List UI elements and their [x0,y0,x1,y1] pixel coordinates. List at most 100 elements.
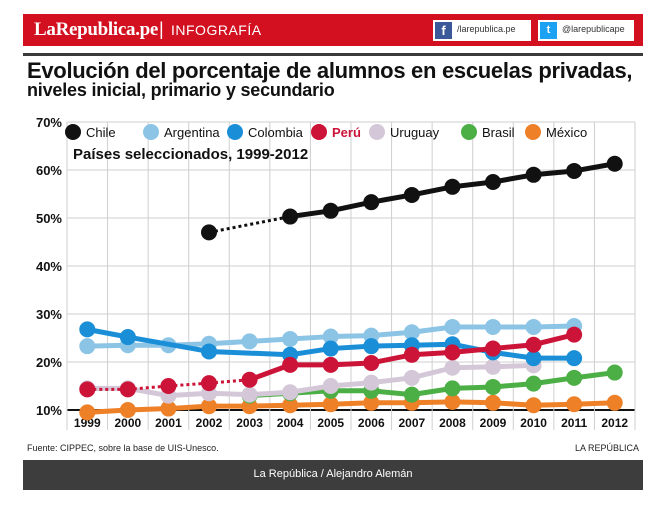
y-axis-ticks: 10% 20% 30% 40% 50% 60% 70% [36,115,62,418]
data-point [282,330,299,347]
y-tick-label: 20% [36,355,62,370]
data-point [444,359,461,376]
legend-label: Argentina [164,125,220,140]
data-point [606,155,623,172]
facebook-link[interactable]: f /larepublica.pe [433,20,531,41]
x-tick-label: 2001 [155,416,182,430]
x-tick-label: 2000 [115,416,142,430]
data-point [119,329,136,346]
y-tick-label: 10% [36,403,62,418]
chart-legend: Chile Argentina Colombia Perú Uruguay Brasil M… [65,124,587,140]
legend-label: Brasil [482,125,515,140]
twitter-link[interactable]: t @larepublicape [538,20,634,41]
y-tick-label: 50% [36,211,62,226]
chart-subtitle: Países seleccionados, 1999-2012 [73,146,308,163]
legend-label: Uruguay [390,125,440,140]
data-point [322,202,339,219]
data-point [403,186,420,203]
data-point [444,393,461,410]
data-point [485,340,501,357]
data-point [444,178,461,195]
y-tick-label: 70% [36,115,62,130]
chart-title-line2: niveles inicial, primario y secundario [27,80,335,100]
data-point [160,400,177,417]
title-rule [23,53,643,56]
data-point [485,378,501,395]
data-point [160,378,177,394]
x-tick-label: 1999 [74,416,101,430]
data-point [606,394,623,411]
x-tick-label: 2008 [439,416,466,430]
data-point [485,318,501,335]
data-point [606,364,623,381]
data-point [322,356,339,373]
legend-swatch [369,124,385,140]
data-point [79,404,96,421]
x-tick-label: 2004 [277,416,304,430]
legend-item: Argentina [143,124,220,140]
legend-swatch [227,124,243,140]
legend-item: Colombia [227,124,304,140]
data-point [322,378,339,394]
x-tick-label: 2005 [317,416,344,430]
data-point [525,166,542,183]
data-point [566,350,583,367]
series-chile [201,155,623,241]
data-point [403,324,420,341]
line-chart: 10% 20% 30% 40% 50% 60% 70% 1999 2000 2001 2002 20… [36,115,636,430]
data-point [363,374,380,391]
x-tick-label: 2012 [601,416,628,430]
chart-title-line1: Evolución del porcentaje de alumnos en e… [27,58,633,83]
series-segment [206,348,293,358]
data-point [485,174,501,190]
legend-item: México [525,124,587,140]
data-point [485,394,501,411]
data-point [403,369,420,386]
x-axis-ticks: 1999 2000 2001 2002 2003 2004 2005 2006 2007 2008… [74,416,628,430]
legend-label: México [546,125,587,140]
legend-swatch [311,124,327,140]
data-point [444,344,461,361]
legend-swatch [65,124,81,140]
facebook-handle: /larepublica.pe [457,24,516,34]
x-tick-label: 2003 [236,416,263,430]
data-point [79,381,96,398]
data-point [201,343,217,360]
data-point [241,386,258,403]
data-point [444,318,461,335]
data-point [241,333,258,350]
footer-credit: La República / Alejandro Alemán [253,468,413,480]
legend-swatch [143,124,159,140]
data-point [566,369,583,386]
data-point [201,398,217,415]
data-point [282,397,299,414]
series-segment [125,334,212,354]
publisher-credit: LA REPÚBLICA [574,443,639,453]
y-tick-label: 60% [36,163,62,178]
data-point [363,394,380,411]
data-point [282,384,299,401]
infographic-card: LaRepublica.pe | INFOGRAFÍA f /larepubli… [23,14,643,492]
legend-item: Chile [65,124,116,140]
y-tick-label: 30% [36,307,62,322]
data-point [282,208,299,225]
data-point [241,371,258,388]
data-point [322,328,339,345]
x-tick-label: 2002 [196,416,223,430]
data-point [119,402,136,418]
twitter-icon: t [540,22,557,39]
data-point [363,194,380,211]
facebook-icon: f [435,22,452,39]
legend-label: Chile [86,125,116,140]
section-label: INFOGRAFÍA [171,22,262,38]
brand-logo[interactable]: LaRepublica.pe [34,19,159,40]
data-point [79,338,96,355]
y-tick-label: 40% [36,259,62,274]
data-point [363,354,380,371]
x-tick-label: 2007 [399,416,426,430]
data-point [525,318,542,335]
legend-label: Perú [332,125,361,140]
data-point [201,375,217,392]
legend-item: Uruguay [369,124,440,140]
series-per [79,326,583,398]
